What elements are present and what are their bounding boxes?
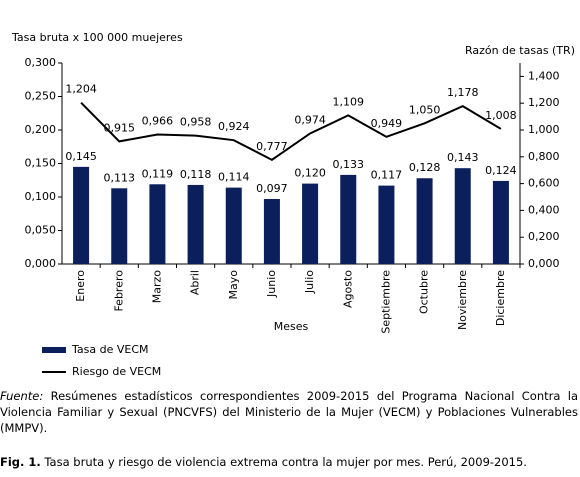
y-tick-label: 0,200	[25, 123, 57, 136]
bar	[454, 168, 471, 264]
bar-label: 0,117	[371, 169, 403, 182]
y2-tick-label: 1,000	[528, 123, 560, 136]
line-label: 1,008	[485, 109, 517, 122]
y-tick-label: 0,300	[25, 56, 57, 69]
bar-label: 0,145	[65, 150, 97, 163]
line-label: 1,178	[447, 86, 479, 99]
bar-label: 0,114	[218, 171, 250, 184]
x-tick-label: Diciembre	[494, 270, 507, 326]
bar-label: 0,128	[409, 161, 441, 174]
bar	[492, 180, 509, 264]
y2-tick-label: 0,200	[528, 230, 560, 243]
line-label: 1,204	[65, 83, 97, 96]
bar-label: 0,113	[104, 171, 136, 184]
line-label: 0,974	[294, 113, 326, 126]
bar-label: 0,143	[447, 151, 479, 164]
chart: Tasa bruta x 100 000 muejeres Razón de t…	[11, 31, 575, 378]
y-tick-label: 0,150	[25, 157, 57, 170]
line-label: 1,109	[333, 95, 365, 108]
line-label: 0,915	[104, 121, 136, 134]
x-tick-label: Mayo	[227, 270, 240, 300]
y2-tick-label: 0,000	[528, 257, 560, 270]
x-tick-label: Septiembre	[379, 270, 392, 334]
source-label: Fuente:	[0, 389, 44, 403]
x-tick-label: Junio	[265, 270, 278, 298]
caption-label: Fig. 1.	[0, 455, 41, 469]
y-tick-label: 0,100	[25, 190, 57, 203]
x-tick-label: Agosto	[341, 270, 354, 308]
legend-swatch	[42, 347, 66, 353]
bar	[111, 188, 128, 264]
bar	[378, 185, 395, 264]
bar-label: 0,133	[333, 158, 365, 171]
bar-label: 0,124	[485, 164, 517, 177]
line-label: 0,777	[256, 140, 288, 153]
bar-label: 0,118	[180, 168, 212, 181]
caption: Fig. 1. Tasa bruta y riesgo de violencia…	[0, 455, 580, 469]
legend-label: Riesgo de VECM	[72, 365, 161, 378]
line-label: 1,050	[409, 103, 441, 116]
bar	[73, 166, 90, 264]
x-tick-label: Febrero	[112, 270, 125, 312]
y-tick-label: 0,250	[25, 90, 57, 103]
y2-tick-label: 0,600	[528, 177, 560, 190]
bar-label: 0,097	[256, 182, 288, 195]
source-text: Resúmenes estadísticos correspondientes …	[0, 389, 578, 435]
bar	[225, 187, 242, 264]
x-tick-label: Noviembre	[456, 270, 469, 330]
y2-tick-label: 1,200	[528, 96, 560, 109]
x-tick-label: Octubre	[418, 270, 431, 314]
bar	[302, 183, 319, 264]
bar	[149, 184, 166, 264]
x-axis-label: Meses	[274, 320, 309, 333]
x-tick-label: Abril	[189, 270, 202, 295]
legend-label: Tasa de VECM	[71, 343, 149, 356]
x-tick-label: Marzo	[150, 270, 163, 304]
line-label: 0,958	[180, 116, 212, 129]
caption-text: Tasa bruta y riesgo de violencia extrema…	[40, 455, 527, 469]
line	[80, 101, 502, 162]
bar	[340, 174, 357, 264]
bar	[187, 184, 204, 264]
x-tick-label: Enero	[74, 270, 87, 302]
source: Fuente: Resúmenes estadísticos correspon…	[0, 388, 578, 436]
y-axis-label: Tasa bruta x 100 000 muejeres	[11, 31, 183, 44]
y-tick-label: 0,050	[25, 224, 57, 237]
y2-axis-label: Razón de tasas (TR)	[465, 44, 575, 57]
bar-label: 0,120	[294, 167, 326, 180]
line-label: 0,966	[142, 115, 174, 128]
line-label: 0,949	[371, 117, 403, 130]
y-tick-label: 0,000	[25, 257, 57, 270]
bar-label: 0,119	[142, 167, 174, 180]
bar	[416, 178, 433, 264]
x-tick-label: Julio	[303, 270, 316, 294]
bar	[263, 199, 280, 264]
line-label: 0,924	[218, 120, 250, 133]
y2-tick-label: 1,400	[528, 69, 560, 82]
y2-tick-label: 0,800	[528, 150, 560, 163]
y2-tick-label: 0,400	[528, 203, 560, 216]
